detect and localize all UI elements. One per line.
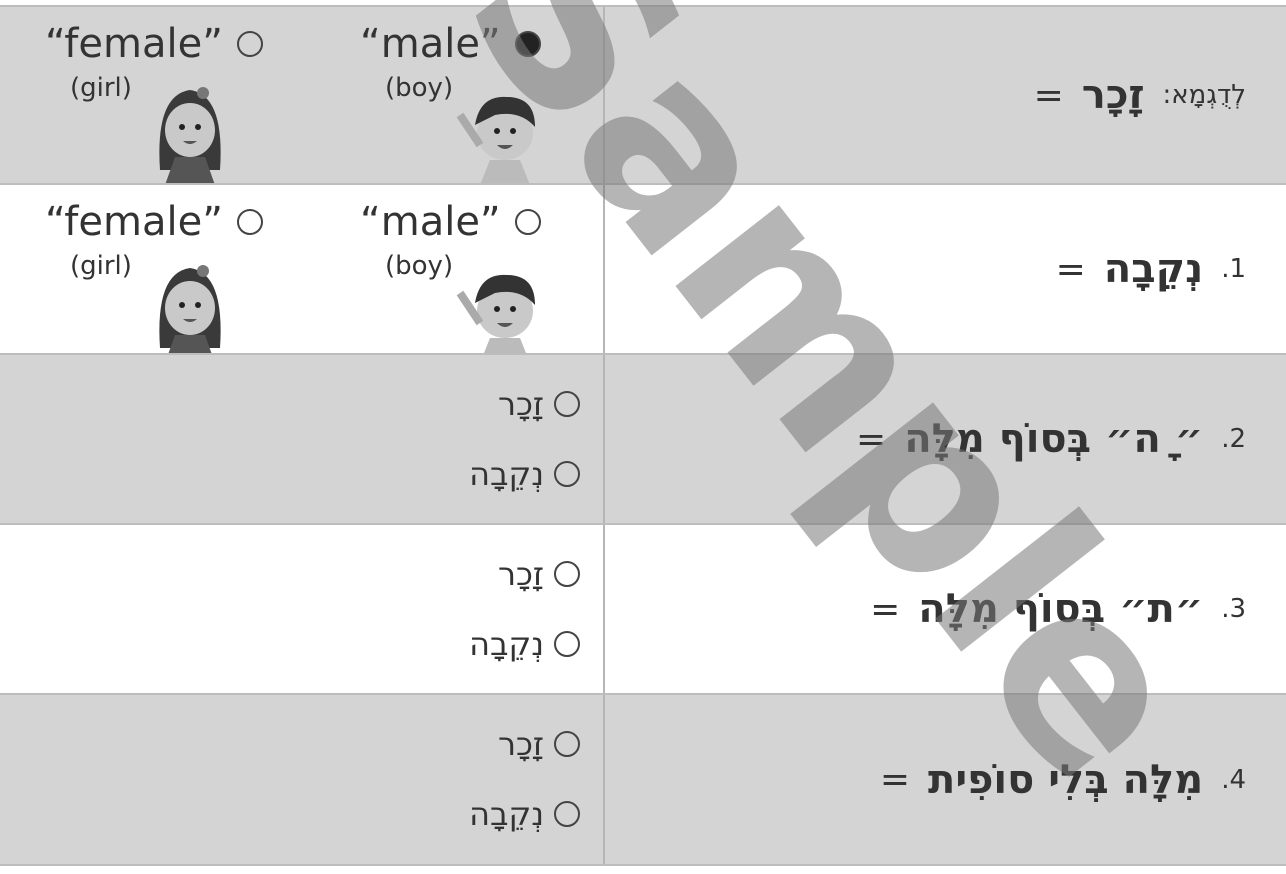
equals-sign: = <box>870 588 901 630</box>
prompt: 1. נְקֵבָה = <box>606 185 1286 353</box>
prompt: לְדֻגְמָא: זָכָר = <box>606 7 1286 183</box>
hebrew-word: זָכָר <box>1081 72 1145 118</box>
option-label: “female” <box>45 199 223 245</box>
option-sublabel: (boy) <box>385 73 454 103</box>
radio[interactable] <box>554 631 580 657</box>
option[interactable]: זָכָר <box>498 555 580 593</box>
radio[interactable] <box>514 31 541 57</box>
option-label: “male” <box>360 199 501 245</box>
option-label: זָכָר <box>497 725 544 763</box>
option-label: זָכָר <box>497 385 544 423</box>
option[interactable]: “male” <box>360 199 541 245</box>
row: לְדֻגְמָא: זָכָר = “female” (girl) “male” (boy… <box>0 5 1286 185</box>
radio[interactable] <box>236 209 263 235</box>
option-label: זָכָר <box>497 555 544 593</box>
option[interactable]: נְקֵבָה <box>469 625 580 663</box>
option[interactable]: נְקֵבָה <box>469 795 580 833</box>
boy-illustration <box>456 274 535 363</box>
radio[interactable] <box>514 209 541 235</box>
prompt: 2. ״ ָה״ בְּסוֹף מִלָּה = <box>606 355 1286 523</box>
column-divider <box>603 525 605 693</box>
option-label: נְקֵבָה <box>469 795 544 833</box>
option-sublabel: (girl) <box>70 73 132 103</box>
option-label: נְקֵבָה <box>469 455 544 493</box>
item-number: 2. <box>1221 424 1246 454</box>
radio[interactable] <box>554 731 580 757</box>
row: 3. ״ת״ בְּסוֹף מִלָּה = זָכָר נְקֵבָה <box>0 523 1286 693</box>
column-divider <box>603 7 605 183</box>
row: 4. מִלָּה בְּלִי סוֹפִית = זָכָר נְקֵבָה <box>0 693 1286 866</box>
option[interactable]: “female” <box>45 21 263 67</box>
hebrew-word: ״ ָה״ בְּסוֹף מִלָּה <box>904 416 1204 462</box>
girl-illustration <box>159 265 221 363</box>
equals-sign: = <box>1033 74 1064 116</box>
column-divider <box>603 695 605 864</box>
equals-sign: = <box>1055 248 1086 290</box>
option[interactable]: זָכָר <box>498 385 580 423</box>
item-number: לְדֻגְמָא: <box>1162 80 1246 110</box>
option[interactable]: נְקֵבָה <box>469 455 580 493</box>
radio[interactable] <box>554 801 580 827</box>
row: 1. נְקֵבָה = “female” (girl) “male” (boy) <box>0 183 1286 363</box>
radio[interactable] <box>554 391 580 417</box>
girl-illustration <box>159 87 221 185</box>
prompt: 4. מִלָּה בְּלִי סוֹפִית = <box>606 695 1286 864</box>
option-label: “male” <box>360 21 501 67</box>
boy-illustration <box>456 96 535 185</box>
hebrew-word: מִלָּה בְּלִי סוֹפִית <box>928 756 1204 803</box>
equals-sign: = <box>879 759 910 800</box>
equals-sign: = <box>856 418 887 460</box>
row: 2. ״ ָה״ בְּסוֹף מִלָּה = זָכָר נְקֵבָה <box>0 353 1286 523</box>
radio[interactable] <box>236 31 263 57</box>
hebrew-word: ״ת״ בְּסוֹף מִלָּה <box>918 586 1204 632</box>
option[interactable]: “female” <box>45 199 263 245</box>
option-sublabel: (boy) <box>385 251 454 281</box>
radio[interactable] <box>554 461 580 487</box>
option-sublabel: (girl) <box>70 251 132 281</box>
option-label: “female” <box>45 21 223 67</box>
radio[interactable] <box>554 561 580 587</box>
column-divider <box>603 185 605 353</box>
hebrew-word: נְקֵבָה <box>1103 246 1204 292</box>
item-number: 4. <box>1221 764 1246 795</box>
option-label: נְקֵבָה <box>469 625 544 663</box>
item-number: 3. <box>1221 594 1246 624</box>
option[interactable]: זָכָר <box>498 725 580 763</box>
prompt: 3. ״ת״ בְּסוֹף מִלָּה = <box>606 525 1286 693</box>
column-divider <box>603 355 605 523</box>
option[interactable]: “male” <box>360 21 541 67</box>
item-number: 1. <box>1221 254 1246 284</box>
